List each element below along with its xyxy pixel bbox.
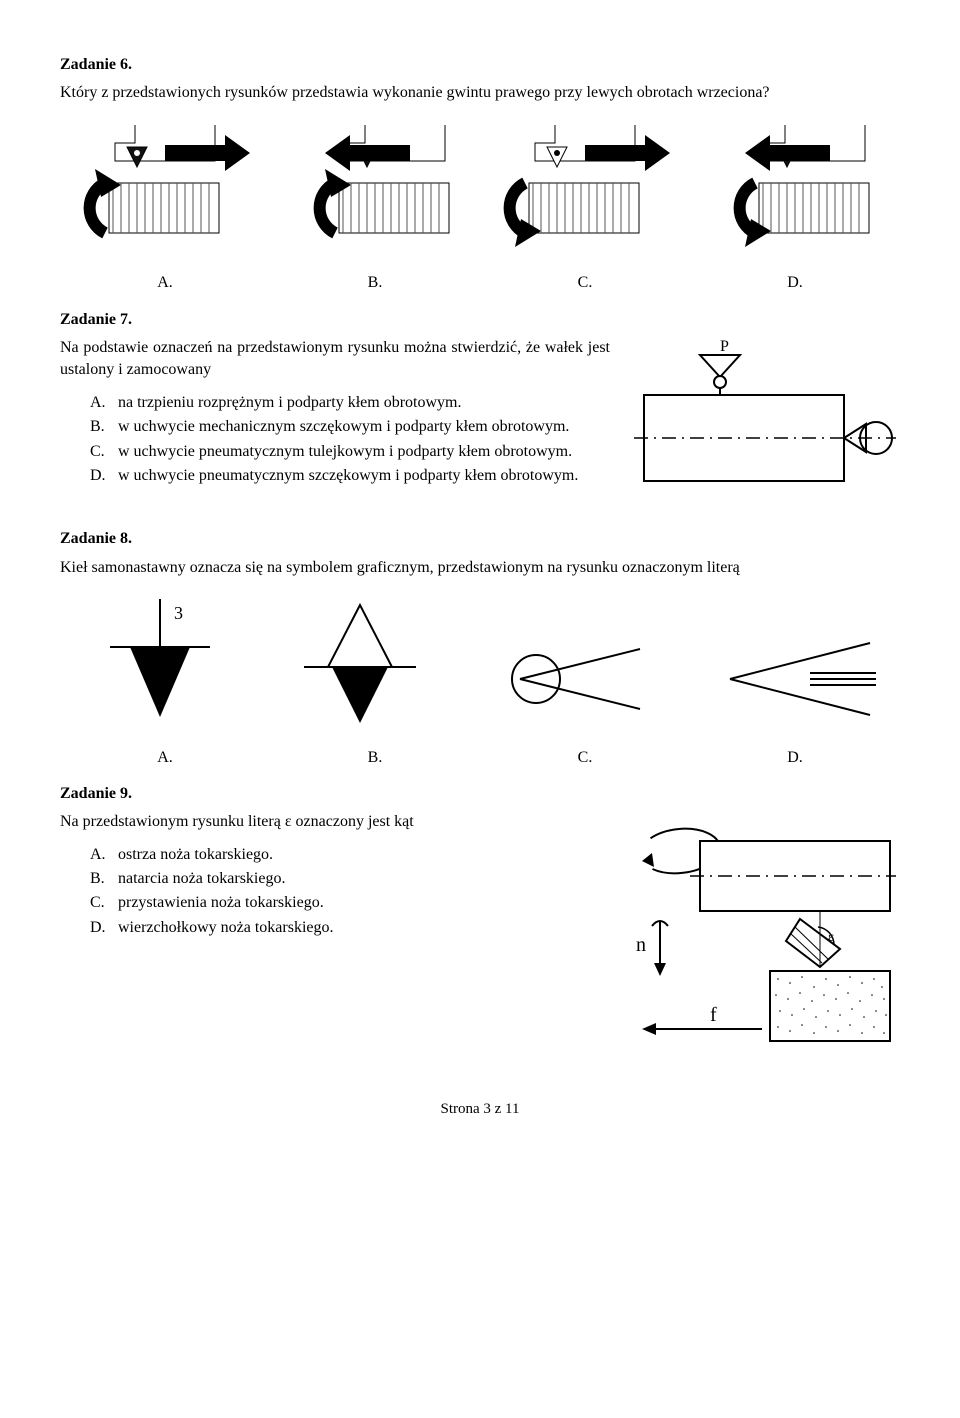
q9-ans-d: D.wierzchołkowy noża tokarskiego. [90, 917, 570, 939]
q8-figures: 3 [60, 599, 900, 736]
q6-figures [60, 125, 900, 262]
q7-ans-a: A.na trzpieniu rozprężnym i podparty kłe… [90, 392, 610, 414]
q8-label-a: A. [64, 747, 266, 769]
q9-label-f: f [710, 1004, 717, 1026]
q9-ans-c-text: przystawienia noża tokarskiego. [118, 892, 570, 914]
q9-ans-b-text: natarcia noża tokarskiego. [118, 868, 570, 890]
q8-text: Kieł samonastawny oznacza się na symbole… [60, 557, 900, 579]
threading-diagram-d [705, 125, 885, 255]
page-footer: Strona 3 z 11 [60, 1099, 900, 1120]
q7-label-p: P [720, 338, 729, 355]
q6-figure-c [495, 125, 675, 262]
q7-ans-c-key: C. [90, 441, 118, 463]
q8-figure-d [700, 629, 880, 736]
q9-label-n: n [636, 934, 646, 956]
threading-diagram-c [495, 125, 675, 255]
q7-ans-a-key: A. [90, 392, 118, 414]
q7-text: Na podstawie oznaczeń na przedstawionym … [60, 337, 610, 382]
q6-label-b: B. [274, 272, 476, 294]
q6-figure-a [75, 125, 255, 262]
q8-labels: A. B. C. D. [60, 747, 900, 769]
q6-labels: A. B. C. D. [60, 272, 900, 294]
q7-ans-d-key: D. [90, 465, 118, 487]
center-symbol-a: 3 [80, 599, 240, 729]
q9-text: Na przedstawionym rysunku literą ε oznac… [60, 811, 570, 833]
q9-ans-c-key: C. [90, 892, 118, 914]
q8-label-3: 3 [174, 603, 183, 623]
q9-ans-a-key: A. [90, 844, 118, 866]
q7-heading: Zadanie 7. [60, 309, 900, 331]
q6-text: Który z przedstawionych rysunków przedst… [60, 82, 900, 104]
q9-ans-d-text: wierzchołkowy noża tokarskiego. [118, 917, 570, 939]
center-symbol-d [700, 629, 880, 729]
q8-figure-b [280, 599, 440, 736]
q9-ans-d-key: D. [90, 917, 118, 939]
q9-figure: n ε f [590, 811, 900, 1061]
q6-label-a: A. [64, 272, 266, 294]
q6-label-d: D. [694, 272, 896, 294]
q8-heading: Zadanie 8. [60, 528, 900, 550]
q7-ans-d: D.w uchwycie pneumatycznym szczękowym i … [90, 465, 610, 487]
q9-ans-a-text: ostrza noża tokarskiego. [118, 844, 570, 866]
q9-ans-a: A.ostrza noża tokarskiego. [90, 844, 570, 866]
threading-diagram-b [285, 125, 465, 255]
q6-figure-b [285, 125, 465, 262]
q7-ans-b-key: B. [90, 416, 118, 438]
q8-figure-a: 3 [80, 599, 240, 736]
q8-label-c: C. [484, 747, 686, 769]
q7-answers: A.na trzpieniu rozprężnym i podparty kłe… [90, 392, 610, 488]
q9-ans-b: B.natarcia noża tokarskiego. [90, 868, 570, 890]
center-symbol-c [480, 629, 660, 729]
q9-ans-b-key: B. [90, 868, 118, 890]
center-symbol-b [280, 599, 440, 729]
q7-ans-a-text: na trzpieniu rozprężnym i podparty kłem … [118, 392, 610, 414]
threading-diagram-a [75, 125, 255, 255]
q7-figure: P [630, 337, 900, 507]
q7-ans-d-text: w uchwycie pneumatycznym szczękowym i po… [118, 465, 610, 487]
q6-heading: Zadanie 6. [60, 54, 900, 76]
q7-ans-b: B.w uchwycie mechanicznym szczękowym i p… [90, 416, 610, 438]
q9-ans-c: C.przystawienia noża tokarskiego. [90, 892, 570, 914]
q9-answers: A.ostrza noża tokarskiego. B.natarcia no… [90, 844, 570, 940]
q8-label-d: D. [694, 747, 896, 769]
q8-label-b: B. [274, 747, 476, 769]
q7-ans-c-text: w uchwycie pneumatycznym tulejkowym i po… [118, 441, 610, 463]
q9-heading: Zadanie 9. [60, 783, 900, 805]
q7-ans-b-text: w uchwycie mechanicznym szczękowym i pod… [118, 416, 610, 438]
q6-figure-d [705, 125, 885, 262]
q8-figure-c [480, 629, 660, 736]
q7-ans-c: C.w uchwycie pneumatycznym tulejkowym i … [90, 441, 610, 463]
q6-label-c: C. [484, 272, 686, 294]
